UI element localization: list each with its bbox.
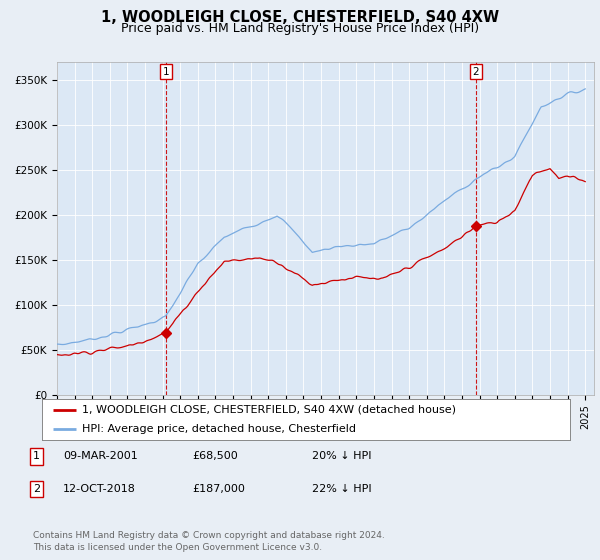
Text: 09-MAR-2001: 09-MAR-2001 [63,451,138,461]
Text: 2: 2 [33,484,40,494]
Text: HPI: Average price, detached house, Chesterfield: HPI: Average price, detached house, Ches… [82,424,356,434]
Text: 20% ↓ HPI: 20% ↓ HPI [312,451,371,461]
Text: £68,500: £68,500 [192,451,238,461]
Text: 1: 1 [33,451,40,461]
Text: 12-OCT-2018: 12-OCT-2018 [63,484,136,494]
Text: 2: 2 [472,67,479,77]
Text: 22% ↓ HPI: 22% ↓ HPI [312,484,371,494]
Text: Price paid vs. HM Land Registry's House Price Index (HPI): Price paid vs. HM Land Registry's House … [121,22,479,35]
Text: 1, WOODLEIGH CLOSE, CHESTERFIELD, S40 4XW: 1, WOODLEIGH CLOSE, CHESTERFIELD, S40 4X… [101,10,499,25]
Text: 1: 1 [163,67,169,77]
Text: 1, WOODLEIGH CLOSE, CHESTERFIELD, S40 4XW (detached house): 1, WOODLEIGH CLOSE, CHESTERFIELD, S40 4X… [82,405,455,415]
Text: Contains HM Land Registry data © Crown copyright and database right 2024.
This d: Contains HM Land Registry data © Crown c… [33,531,385,552]
Text: £187,000: £187,000 [192,484,245,494]
